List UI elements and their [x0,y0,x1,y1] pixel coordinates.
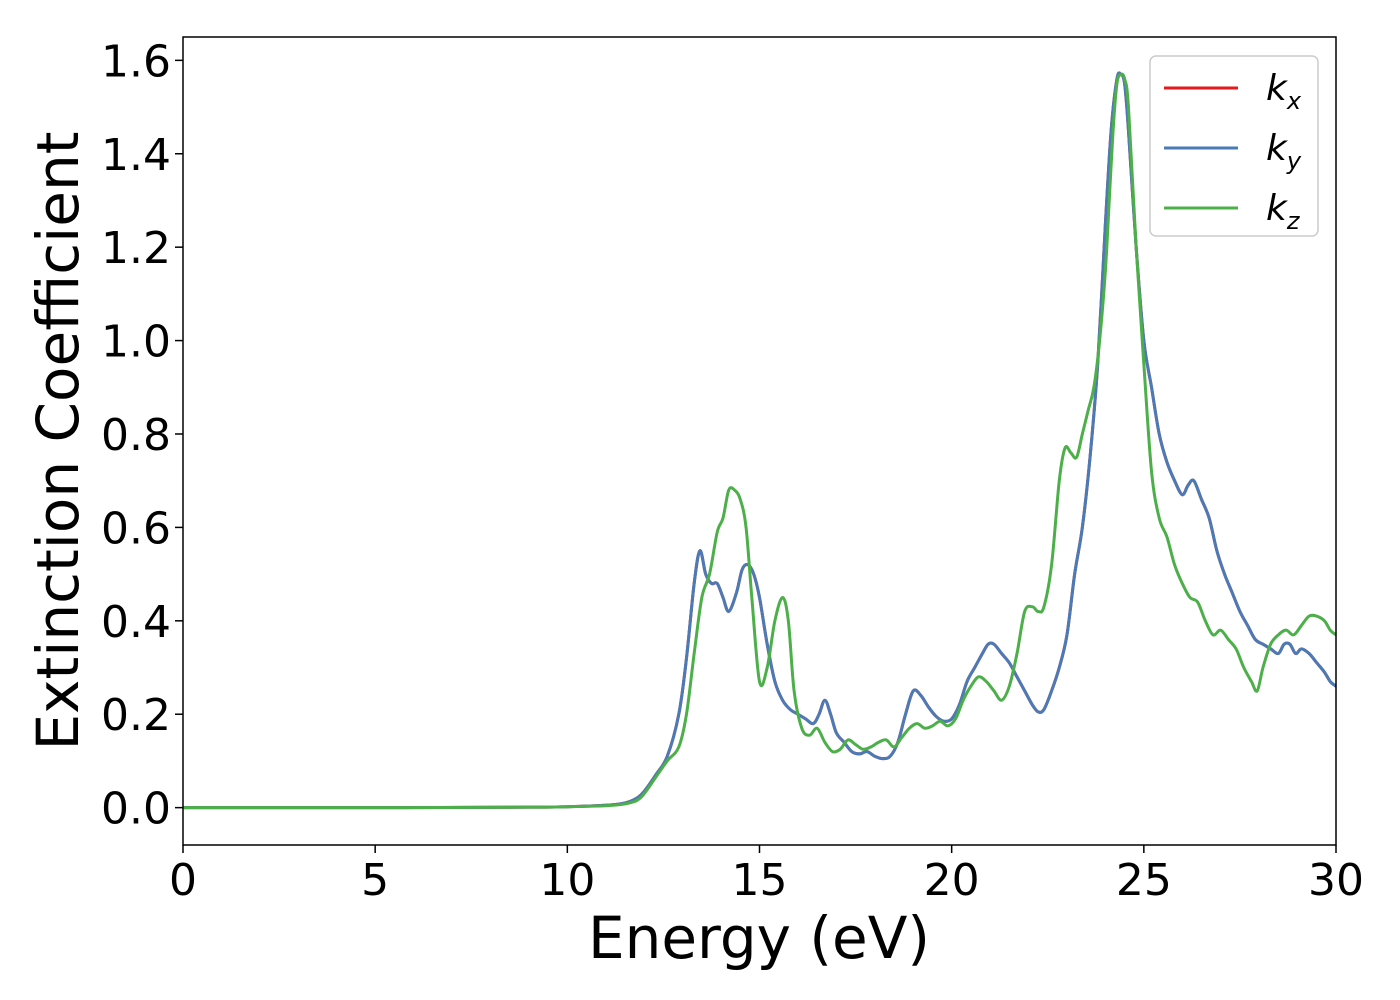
x-tick-label: 5 [361,855,389,906]
legend-label-x: kx [1266,68,1302,115]
legend: kx ky kz [1149,55,1319,237]
x-tick-label: 20 [924,855,980,906]
series-line-z [183,72,1336,810]
y-tick-label: 1.6 [101,36,171,87]
y-tick-label: 0.0 [101,784,171,835]
y-tick-label: 0.8 [101,410,171,461]
y-axis-label: Extinction Coefficient [24,132,92,751]
x-axis-ticks: 0 5 10 15 20 25 30 [169,845,1364,906]
y-tick-label: 1.4 [101,130,171,181]
legend-label-z: kz [1266,188,1301,235]
series-line-y [183,71,1336,810]
y-tick-label: 1.0 [101,317,171,368]
y-tick-label: 0.4 [101,597,171,648]
legend-box [1149,55,1319,237]
x-tick-label: 0 [169,855,197,906]
y-tick-label: 0.6 [101,503,171,554]
x-tick-label: 25 [1116,855,1172,906]
legend-label-y: ky [1266,128,1302,175]
y-axis-ticks: 0.0 0.2 0.4 0.6 0.8 1.0 1.2 1.4 1.6 [101,36,183,835]
x-tick-label: 10 [539,855,595,906]
y-tick-label: 1.2 [101,223,171,274]
y-tick-label: 0.2 [101,690,171,741]
x-tick-label: 30 [1308,855,1364,906]
series-layer [183,71,1336,810]
x-tick-label: 15 [732,855,788,906]
legend-entries: kx ky kz [1164,68,1302,235]
x-axis-label: Energy (eV) [588,904,930,972]
